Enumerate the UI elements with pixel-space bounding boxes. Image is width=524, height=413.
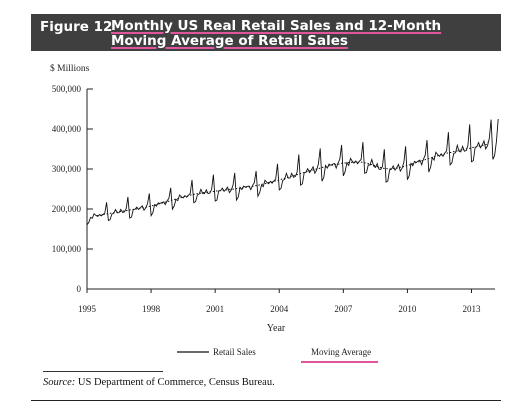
legend-retail-label: Retail Sales [213,347,256,357]
x-tick-label: 2010 [398,304,417,314]
figure-header: Figure 12 Monthly US Real Retail Sales a… [31,14,501,51]
source-text: US Department of Commerce, Census Bureau… [77,377,275,388]
figure-title-text: Monthly US Real Retail Sales and 12-Mont… [111,18,442,49]
chart-legend: Retail Sales Moving Average [177,347,378,363]
x-axis-label: Year [267,323,286,334]
y-tick-label: 200,000 [52,204,82,214]
y-tick-label: 300,000 [52,164,82,174]
figure-title: Monthly US Real Retail Sales and 12-Mont… [111,19,495,49]
x-tick-label: 2001 [206,304,224,314]
chart-series [86,118,499,226]
moving-average-line [96,141,489,217]
x-tick-label: 2007 [334,304,353,314]
x-tick-label: 2004 [270,304,289,314]
chart-axes [86,89,495,290]
x-tick-label: 1998 [142,304,161,314]
legend-moving-average-label: Moving Average [311,347,371,357]
source-prefix: Source: [43,377,76,388]
retail-sales-line [86,118,499,226]
y-axis-label: $ Millions [50,63,90,74]
y-tick-label: 400,000 [52,124,82,134]
y-tick-label: 100,000 [52,244,82,254]
x-tick-label: 1995 [78,304,97,314]
y-tick-label: 500,000 [52,84,82,94]
chart-ticks: 0 100,000 200,000 300,000 400,000 500,000 1995… [52,84,481,314]
bottom-rule [31,400,501,401]
source-note: Source: US Department of Commerce, Censu… [43,377,275,388]
x-tick-label: 2013 [463,304,482,314]
figure-label: Figure 12 [40,19,113,35]
source-rule [43,371,163,372]
y-tick-label: 0 [77,284,82,294]
